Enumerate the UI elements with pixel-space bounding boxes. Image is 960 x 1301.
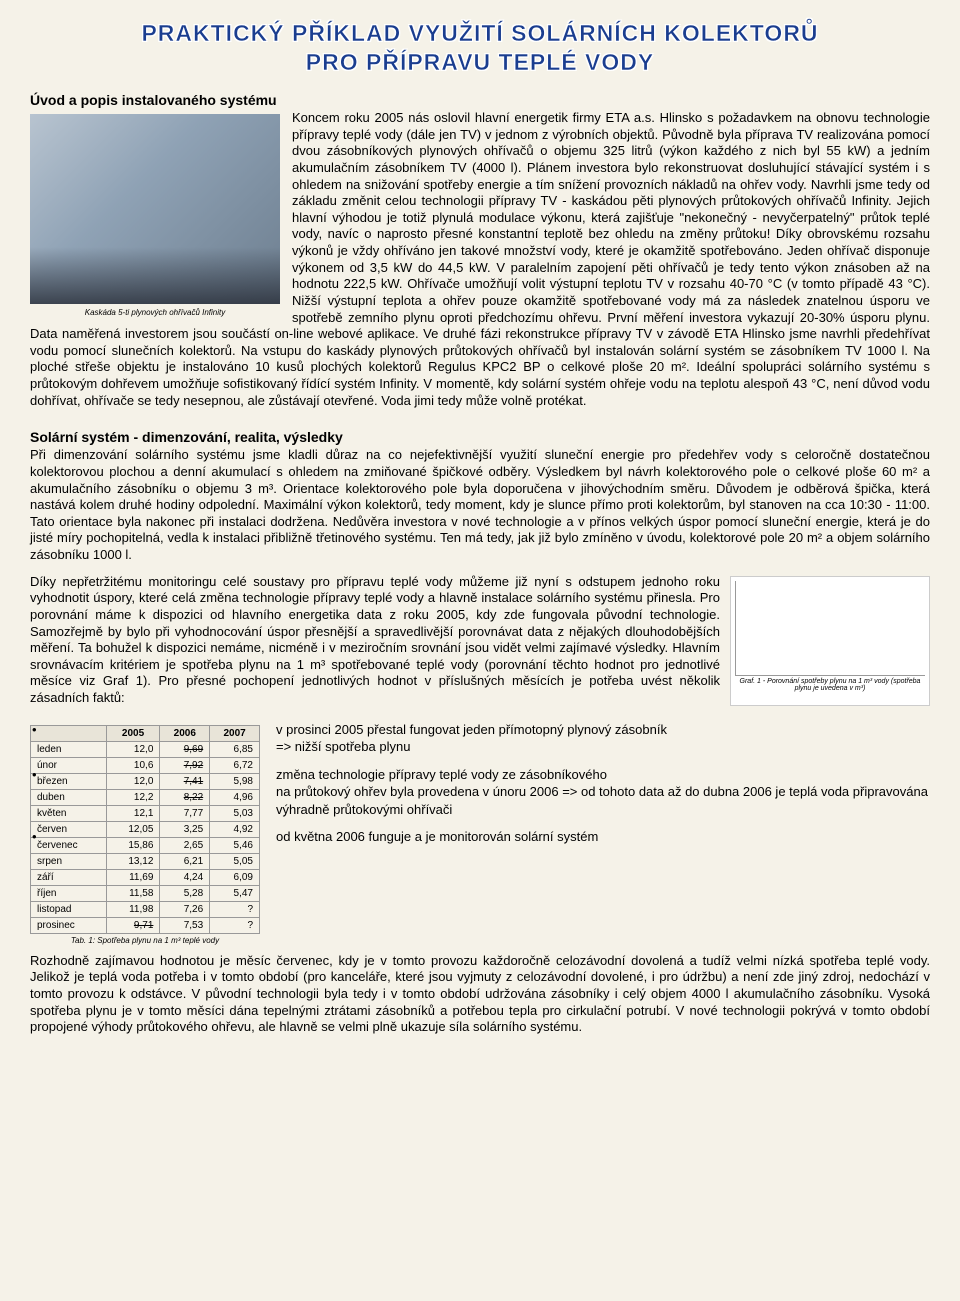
table-row: září11,694,246,09 — [31, 869, 260, 885]
table-cell: 7,26 — [160, 901, 210, 917]
table-cell: listopad — [31, 901, 107, 917]
list-item-sub: => nižší spotřeba plynu — [46, 738, 930, 756]
table-cell: 5,05 — [210, 853, 260, 869]
table-cell: 6,09 — [210, 869, 260, 885]
list-item: od května 2006 funguje a je monitorován … — [30, 828, 930, 846]
section2-heading: Solární systém - dimenzování, realita, v… — [30, 429, 930, 445]
table-caption: Tab. 1: Spotřeba plynu na 1 m³ teplé vod… — [30, 936, 260, 945]
table-cell: 11,98 — [106, 901, 160, 917]
table-row: listopad11,987,26? — [31, 901, 260, 917]
table-row: říjen11,585,285,47 — [31, 885, 260, 901]
table-cell: ? — [210, 901, 260, 917]
table-cell: 6,21 — [160, 853, 210, 869]
table-cell: ? — [210, 917, 260, 933]
table-cell: 5,28 — [160, 885, 210, 901]
gas-consumption-chart: Graf. 1 - Porovnání spotřeby plynu na 1 … — [730, 576, 930, 706]
table-cell: 4,24 — [160, 869, 210, 885]
table-cell: 11,58 — [106, 885, 160, 901]
table-cell: 7,53 — [160, 917, 210, 933]
dimensioning-paragraph: Při dimenzování solárního systému jsme k… — [30, 447, 930, 563]
list-item: změna technologie přípravy teplé vody ze… — [30, 766, 930, 819]
section1-heading: Úvod a popis instalovaného systému — [30, 92, 930, 108]
table-cell: 13,12 — [106, 853, 160, 869]
table-cell: září — [31, 869, 107, 885]
list-item-sub: na průtokový ohřev byla provedena v únor… — [46, 783, 930, 818]
table-cell: 5,47 — [210, 885, 260, 901]
table-row: srpen13,126,215,05 — [31, 853, 260, 869]
page-title-line2: PRO PŘÍPRAVU TEPLÉ VODY — [30, 49, 930, 76]
table-cell: 11,69 — [106, 869, 160, 885]
infinity-photo-caption: Kaskáda 5-ti plynových ohřívačů Infinity — [30, 308, 280, 317]
chart-caption: Graf. 1 - Porovnání spotřeby plynu na 1 … — [735, 678, 925, 693]
page-title-line1: PRAKTICKÝ PŘÍKLAD VYUŽITÍ SOLÁRNÍCH KOLE… — [30, 20, 930, 47]
july-analysis-paragraph: Rozhodně zajímavou hodnotou je měsíc čer… — [30, 953, 930, 1036]
list-item: v prosinci 2005 přestal fungovat jeden p… — [30, 721, 930, 756]
table-cell: 9,71 — [106, 917, 160, 933]
table-cell: říjen — [31, 885, 107, 901]
table-cell: srpen — [31, 853, 107, 869]
table-cell: prosinec — [31, 917, 107, 933]
infinity-heaters-photo — [30, 114, 280, 304]
table-row: prosinec9,717,53? — [31, 917, 260, 933]
